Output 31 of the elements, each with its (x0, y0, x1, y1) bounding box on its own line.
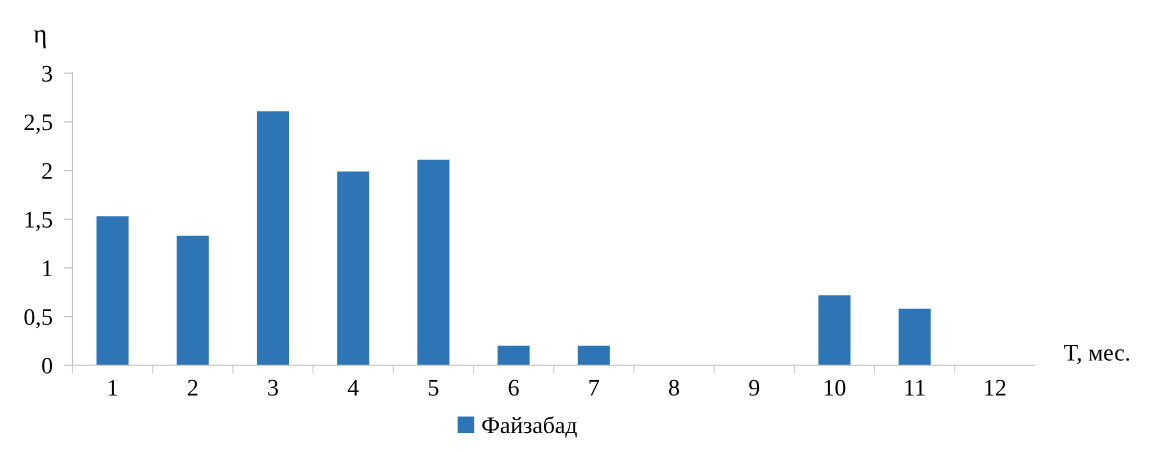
y-tick-label: 1 (43, 260, 52, 277)
x-tick-label: 5 (428, 380, 439, 396)
x-tick-label: 12 (985, 379, 1006, 396)
bar (818, 295, 851, 366)
bar (497, 345, 530, 366)
y-tick-label: 0,5 (24, 309, 53, 329)
x-tick-label: 11 (905, 379, 925, 396)
legend-label: Файзабад (482, 416, 577, 438)
bar (176, 235, 209, 366)
x-tick-label: 6 (508, 379, 519, 396)
x-tick-label: 10 (824, 379, 846, 396)
x-tick-label: 2 (187, 379, 198, 396)
x-tick-label: 3 (268, 379, 278, 396)
x-axis-title: T, мес. (1064, 345, 1130, 365)
y-tick-label: 3 (42, 65, 53, 82)
bar (337, 171, 370, 366)
y-tick-label: 0 (42, 357, 53, 374)
bar (898, 308, 931, 366)
y-axis-title: η (33, 30, 46, 49)
x-tick-label: 1 (108, 379, 118, 396)
bar (417, 159, 450, 366)
y-tick-label: 2,5 (24, 114, 53, 134)
bar (577, 345, 610, 366)
x-tick-label: 4 (347, 379, 359, 396)
x-tick-label: 9 (749, 379, 760, 396)
bar (96, 216, 129, 366)
bar (256, 111, 290, 366)
y-tick-label: 1,5 (25, 211, 53, 232)
y-tick-label: 2 (42, 163, 52, 179)
x-tick-label: 7 (589, 380, 600, 396)
x-tick-label: 8 (669, 379, 680, 396)
